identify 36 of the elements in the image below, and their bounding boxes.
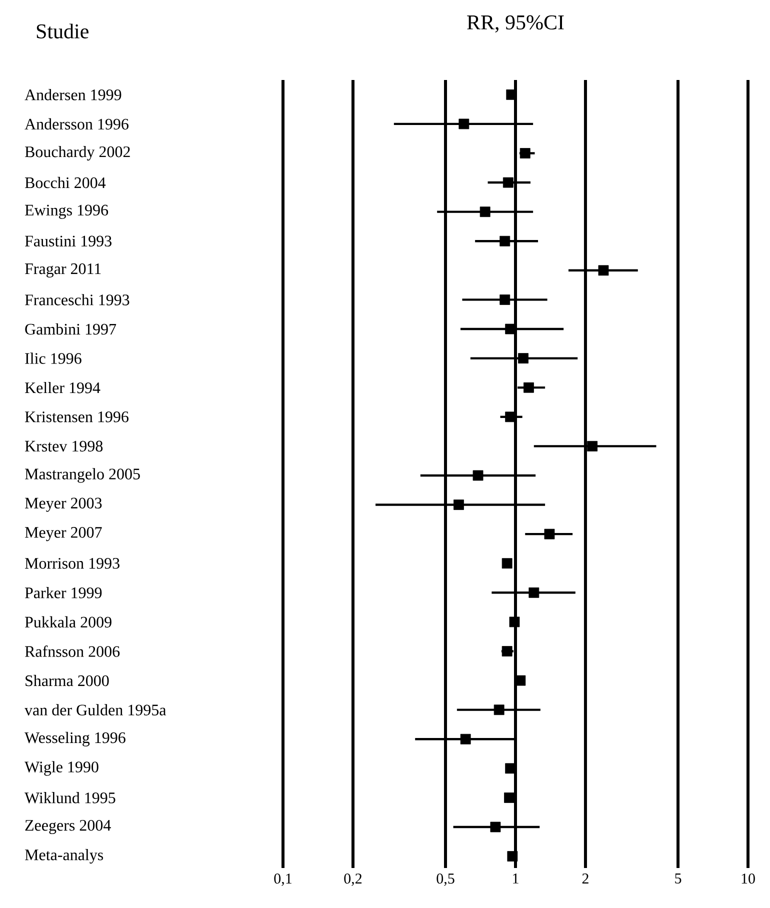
y-tick-label: Meyer 2003 [24,498,102,512]
y-tick-label: Parker 1999 [24,587,102,598]
chart-title: RR, 95%CI [467,15,564,33]
x-tick-label: 10 [742,874,755,884]
y-tick-label: Faustini 1993 [24,236,112,246]
x-tick-label: 0,2 [344,874,362,886]
y-tick-label: Rafnsson 2006 [24,646,120,657]
y-tick-label: Krstev 1998 [24,440,103,452]
y-tick-label: Morrison 1993 [24,558,120,569]
y-tick-label: Zeegers 2004 [25,820,111,834]
y-tick-label: Meta-analys [24,849,104,864]
y-tick-label: Meyer 2007 [24,527,102,542]
y-tick-label: Ewings 1996 [24,204,108,219]
y-tick-label: Andersen 1999 [24,89,122,100]
y-tick-label: Andersson 1996 [24,118,128,130]
x-tick-label: 0,1 [274,874,292,886]
y-tick-label: Bouchardy 2002 [24,146,130,161]
y-tick-label: Wesseling 1996 [24,732,126,746]
y-tick-label: Mastrangelo 2005 [24,468,140,483]
x-tick-label: 0,5 [436,874,454,886]
y-tick-label: Bocchi 2004 [24,176,106,188]
y-tick-label: Wiklund 1995 [24,792,116,804]
y-tick-label: Kristensen 1996 [24,412,128,422]
y-tick-label: Wigle 1990 [24,761,98,776]
y-tick-label: van der Gulden 1995a [24,704,166,716]
y-tick-label: Sharma 2000 [26,674,109,686]
x-tick-label: 2 [582,874,588,884]
y-tick-label: Pukkala 2009 [24,616,112,628]
y-tick-label: Franceschi 1993 [24,294,130,306]
x-tick-label: 1 [513,874,518,884]
y-axis-title: Studie [36,24,88,38]
x-tick-label: 5 [675,874,682,884]
y-tick-label: Gambini 1997 [25,323,116,335]
y-tick-label: Fragar 2011 [24,263,101,278]
y-tick-label: Keller 1994 [24,382,100,394]
y-tick-label: Ilic 1996 [25,352,82,364]
